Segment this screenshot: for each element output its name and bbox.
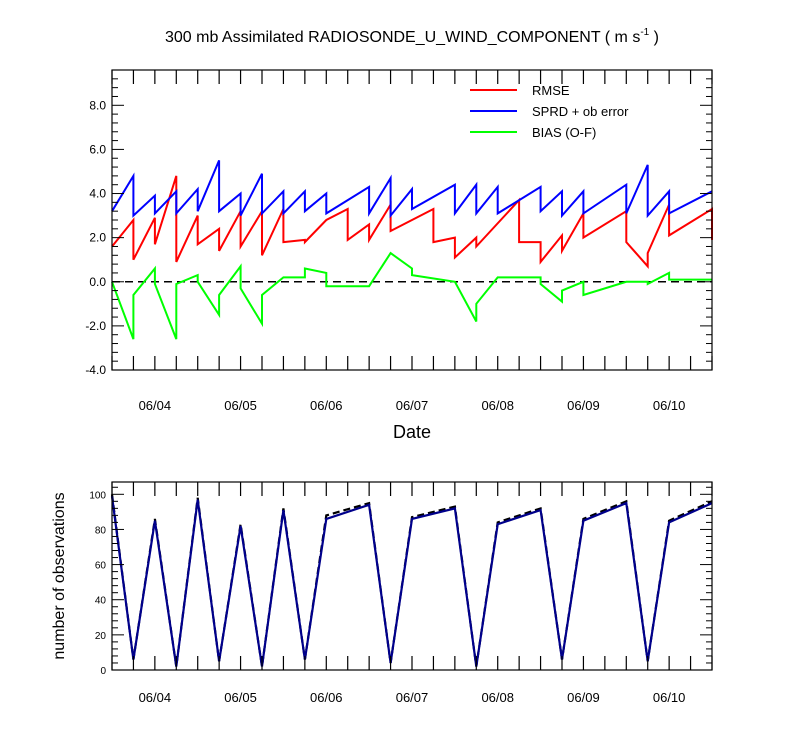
bottom-y-tick-label: 60 — [95, 561, 107, 572]
bottom-y-tick-label: 0 — [100, 666, 106, 677]
top-series-group — [111, 160, 713, 340]
legend-item-rmse: RMSE — [470, 83, 570, 98]
top-x-tick-label: 06/04 — [139, 398, 172, 413]
bottom-y-tick-label: 20 — [95, 631, 107, 642]
top-y-tick-label: 2.0 — [89, 231, 106, 245]
legend-item-bias: BIAS (O-F) — [470, 125, 596, 140]
bottom-x-tick-label: 06/07 — [396, 690, 429, 705]
chart-title: 300 mb Assimilated RADIOSONDE_U_WIND_COM… — [165, 27, 659, 46]
top-x-tick-label: 06/08 — [481, 398, 514, 413]
top-plot: 06/04 06/05 06/06 06/07 06/08 06/09 06/10 -4.0 -… — [85, 69, 713, 442]
top-series-bias-o-f — [111, 251, 712, 340]
top-series-sprd-ob-error — [111, 160, 713, 219]
bottom-x-tick-label: 06/04 — [139, 690, 172, 705]
bottom-y-tick-label: 40 — [95, 596, 107, 607]
bottom-x-tick-label: 06/08 — [481, 690, 514, 705]
top-y-tick-label: 6.0 — [89, 142, 106, 156]
top-y-tick-label: 0.0 — [89, 275, 106, 289]
legend: RMSE SPRD + ob error BIAS (O-F) — [470, 83, 629, 140]
top-x-tick-label: 06/10 — [653, 398, 686, 413]
top-y-tick-label: -4.0 — [85, 363, 106, 377]
y-axis-label-observations: number of observations — [51, 492, 68, 659]
top-series-rmse — [111, 175, 713, 269]
top-x-tick-label: 06/05 — [224, 398, 257, 413]
bottom-axes: 06/04 06/05 06/06 06/07 06/08 06/09 06/10 0 20 40… — [89, 482, 713, 705]
legend-label-sprd: SPRD + ob error — [532, 104, 629, 119]
bottom-series-group — [110, 494, 713, 667]
top-x-tick-label: 06/09 — [567, 398, 600, 413]
bottom-x-tick-label: 06/10 — [653, 690, 686, 705]
bottom-x-tick-label: 06/09 — [567, 690, 600, 705]
legend-label-rmse: RMSE — [532, 83, 570, 98]
top-y-tick-label: 8.0 — [89, 98, 106, 112]
bottom-plot: 06/04 06/05 06/06 06/07 06/08 06/09 06/10 0 20 40… — [51, 481, 713, 705]
x-axis-label: Date — [393, 422, 431, 442]
top-x-tick-label: 06/06 — [310, 398, 343, 413]
legend-item-sprd: SPRD + ob error — [470, 104, 629, 119]
legend-label-bias: BIAS (O-F) — [532, 125, 596, 140]
bottom-y-tick-label: 80 — [95, 525, 107, 536]
top-y-tick-label: 4.0 — [89, 187, 106, 201]
top-plot-frame — [111, 69, 713, 371]
bottom-plot-frame — [111, 481, 713, 671]
top-y-tick-label: -2.0 — [85, 319, 106, 333]
bottom-series-obs-solid — [110, 495, 713, 667]
top-axes: 06/04 06/05 06/06 06/07 06/08 06/09 06/10 -4.0 -… — [85, 69, 713, 413]
bottom-y-tick-label: 100 — [89, 490, 106, 501]
top-x-tick-label: 06/07 — [396, 398, 429, 413]
bottom-x-tick-label: 06/06 — [310, 690, 343, 705]
bottom-x-tick-label: 06/05 — [224, 690, 257, 705]
